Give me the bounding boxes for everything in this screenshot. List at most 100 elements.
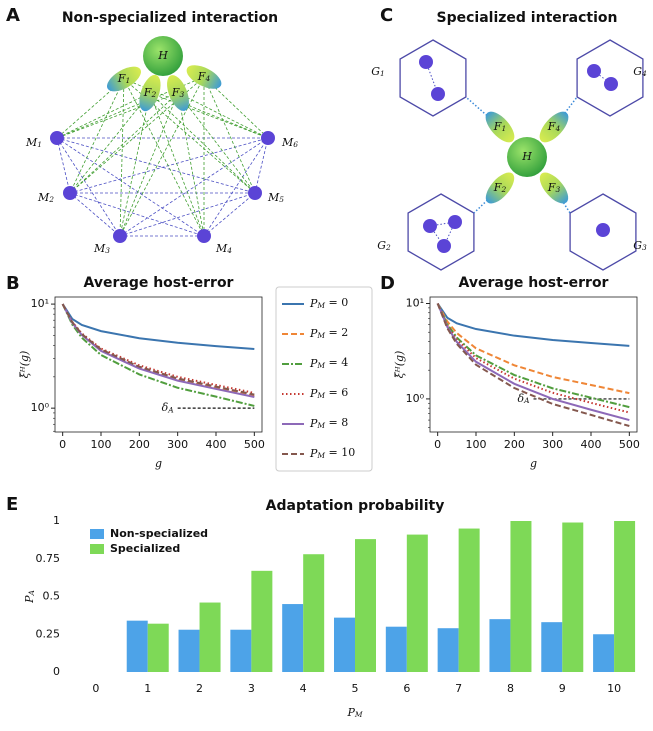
- member-label-base: M: [25, 136, 38, 149]
- feeder-label-sub: 3: [179, 90, 184, 99]
- edge: [149, 92, 269, 139]
- legend-label-tail: = 0: [325, 296, 348, 309]
- bar: [303, 554, 325, 672]
- group-label-base: G: [377, 239, 386, 252]
- panel-label: B: [6, 273, 20, 294]
- x-axis-label-base: P: [346, 706, 355, 719]
- edge: [69, 92, 179, 194]
- member-node: [50, 131, 64, 145]
- legend-label-sub: M: [316, 331, 325, 340]
- diagram-title: Specialized interaction: [437, 10, 618, 26]
- y-tick-label: 0.5: [43, 590, 61, 603]
- x-tick-label: 100: [466, 438, 487, 451]
- panel-label: C: [380, 5, 393, 26]
- x-tick-label: 4: [300, 682, 307, 695]
- group-label: G4: [633, 65, 647, 78]
- feeder-label-base: F: [143, 86, 152, 99]
- feeder-node: [107, 66, 141, 92]
- feeder-node: [539, 172, 569, 204]
- x-tick-label: 8: [507, 682, 514, 695]
- member-label-sub: 1: [37, 140, 42, 149]
- feeder-label: F1: [493, 120, 506, 133]
- group-label-base: G: [633, 65, 642, 78]
- feeder-label-sub: 4: [554, 124, 560, 133]
- series-line: [61, 303, 255, 398]
- bar: [178, 629, 200, 672]
- feeder-label: F2: [493, 181, 507, 194]
- chart-title: Average host-error: [84, 275, 234, 291]
- y-tick-label: 0: [53, 665, 60, 678]
- edge: [119, 192, 256, 237]
- bar: [385, 626, 407, 672]
- group-label-sub: 1: [380, 69, 385, 78]
- series-line: [436, 302, 630, 347]
- bar: [593, 634, 615, 672]
- bar: [147, 623, 169, 672]
- threshold-label-base: δ: [517, 392, 524, 405]
- bar: [510, 521, 532, 672]
- legend-label-base: P: [309, 327, 318, 340]
- y-axis-label: PA: [23, 590, 36, 604]
- legend-swatch: [90, 529, 104, 539]
- legend-label-base: P: [309, 297, 318, 310]
- feeder-label-sub: 1: [501, 124, 506, 133]
- member-label-base: M: [267, 191, 280, 204]
- legend-box: [275, 286, 373, 472]
- member-label-sub: 2: [48, 195, 54, 204]
- legend-label: PM = 0: [309, 296, 348, 310]
- diagram-title: Non-specialized interaction: [62, 10, 278, 26]
- x-tick-label: 300: [542, 438, 563, 451]
- legend-label-base: P: [309, 387, 318, 400]
- legend-label-base: P: [309, 357, 318, 370]
- legend-label-tail: = 8: [325, 416, 348, 429]
- plot-frame: [429, 296, 638, 433]
- feeder-node: [485, 172, 515, 204]
- threshold-label-sub: A: [167, 405, 174, 414]
- edge: [69, 192, 205, 237]
- series-line: [436, 303, 630, 414]
- host-node: [507, 137, 547, 177]
- bar: [437, 628, 459, 672]
- chart-title: Adaptation probability: [266, 498, 445, 514]
- feeder-label-sub: 1: [125, 76, 130, 85]
- feeder-node: [539, 111, 569, 143]
- edge: [123, 78, 256, 194]
- legend-swatch: [90, 544, 104, 554]
- x-tick-label: 0: [92, 682, 99, 695]
- edge: [56, 137, 256, 194]
- x-tick-label: 400: [581, 438, 602, 451]
- group-hexagon: [407, 193, 475, 271]
- edge: [123, 78, 205, 237]
- y-tick-label: 10⁰: [31, 401, 50, 414]
- y-axis-label-base: P: [23, 595, 36, 604]
- x-tick-label: 0: [434, 438, 441, 451]
- bar: [614, 521, 636, 672]
- member-label: M4: [215, 242, 232, 255]
- legend-label-sub: M: [316, 301, 325, 310]
- panel-label: D: [380, 273, 395, 294]
- edge: [69, 92, 151, 194]
- feeder-label: F4: [197, 70, 211, 83]
- group-label-sub: 2: [385, 243, 391, 252]
- legend-label-base: P: [309, 447, 318, 460]
- bar: [230, 629, 252, 672]
- series-line: [436, 303, 630, 427]
- feeder-label: F2: [143, 86, 157, 99]
- member-node: [587, 64, 601, 78]
- x-tick-label: 400: [206, 438, 227, 451]
- edge: [149, 92, 256, 194]
- legend-label: PM = 6: [309, 386, 348, 400]
- x-axis-label: PM: [346, 706, 362, 719]
- group-label: G1: [371, 65, 385, 78]
- edge: [119, 92, 151, 237]
- member-label-base: M: [215, 242, 228, 255]
- legend-label-tail: = 10: [325, 446, 355, 459]
- feeder-node: [485, 111, 515, 143]
- edge: [56, 92, 151, 139]
- member-label: M2: [37, 191, 54, 204]
- feeder-label-sub: 2: [500, 185, 506, 194]
- bar: [251, 570, 273, 672]
- link: [553, 96, 578, 128]
- edge: [119, 137, 269, 237]
- member-label: M3: [93, 242, 110, 255]
